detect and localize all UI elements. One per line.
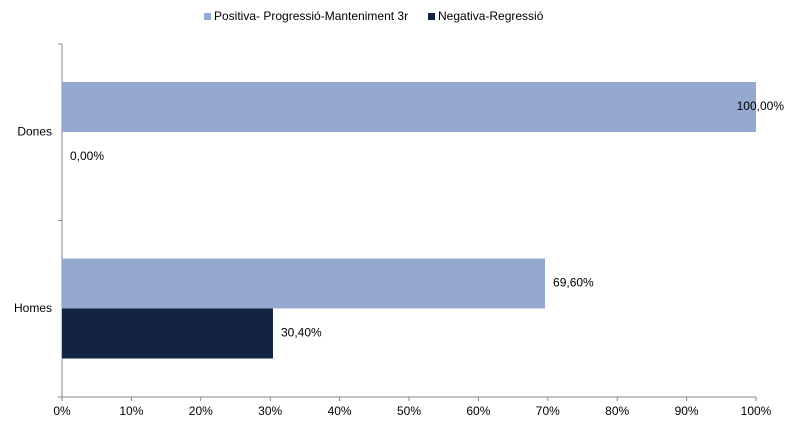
x-tick-label: 90% — [675, 404, 699, 418]
x-tick-label: 50% — [397, 404, 421, 418]
legend-swatch — [204, 13, 211, 20]
x-tick-label: 80% — [605, 404, 629, 418]
legend-swatch — [428, 13, 435, 20]
y-tick-label: Dones — [17, 124, 52, 138]
legend-label: Positiva- Progressió-Manteniment 3r — [214, 9, 408, 23]
x-tick-label: 60% — [466, 404, 490, 418]
x-tick-label: 0% — [53, 404, 71, 418]
value-label: 100,00% — [737, 99, 785, 113]
x-tick-label: 40% — [328, 404, 352, 418]
x-tick-label: 100% — [741, 404, 772, 418]
x-tick-label: 30% — [258, 404, 282, 418]
x-tick-label: 10% — [119, 404, 143, 418]
bar — [62, 82, 756, 132]
value-label: 0,00% — [70, 149, 104, 163]
legend-label: Negativa-Regressió — [438, 9, 544, 23]
value-label: 30,40% — [281, 326, 322, 340]
x-tick-label: 70% — [536, 404, 560, 418]
y-tick-label: Homes — [14, 301, 52, 315]
bar — [62, 258, 546, 309]
bar — [62, 308, 273, 359]
x-tick-label: 20% — [189, 404, 213, 418]
value-label: 69,60% — [553, 276, 594, 290]
